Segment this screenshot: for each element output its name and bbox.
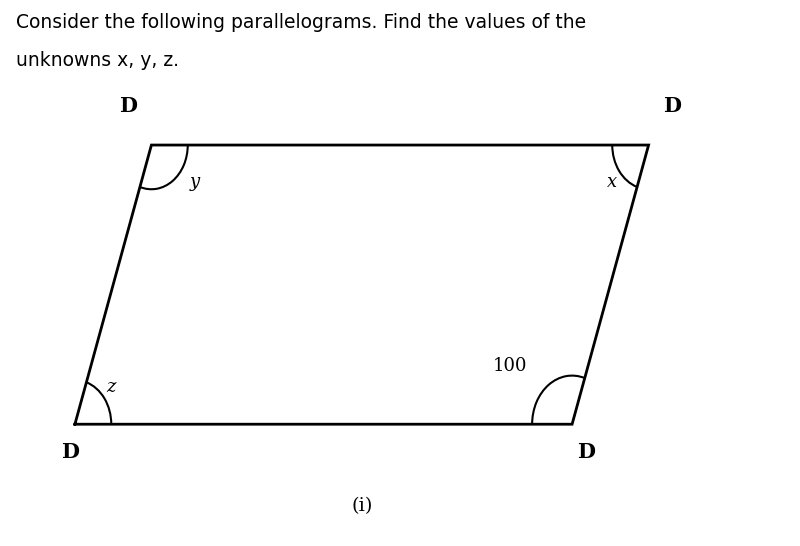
Text: z: z	[106, 378, 116, 396]
Text: D: D	[578, 442, 595, 462]
Text: 100: 100	[493, 358, 527, 375]
Text: D: D	[119, 96, 137, 116]
Text: (i): (i)	[351, 497, 373, 515]
Text: x: x	[607, 173, 618, 191]
Text: D: D	[663, 96, 681, 116]
Text: unknowns x, y, z.: unknowns x, y, z.	[16, 51, 179, 70]
Text: Consider the following parallelograms. Find the values of the: Consider the following parallelograms. F…	[16, 14, 586, 32]
Text: y: y	[190, 173, 199, 191]
Text: D: D	[61, 442, 78, 462]
